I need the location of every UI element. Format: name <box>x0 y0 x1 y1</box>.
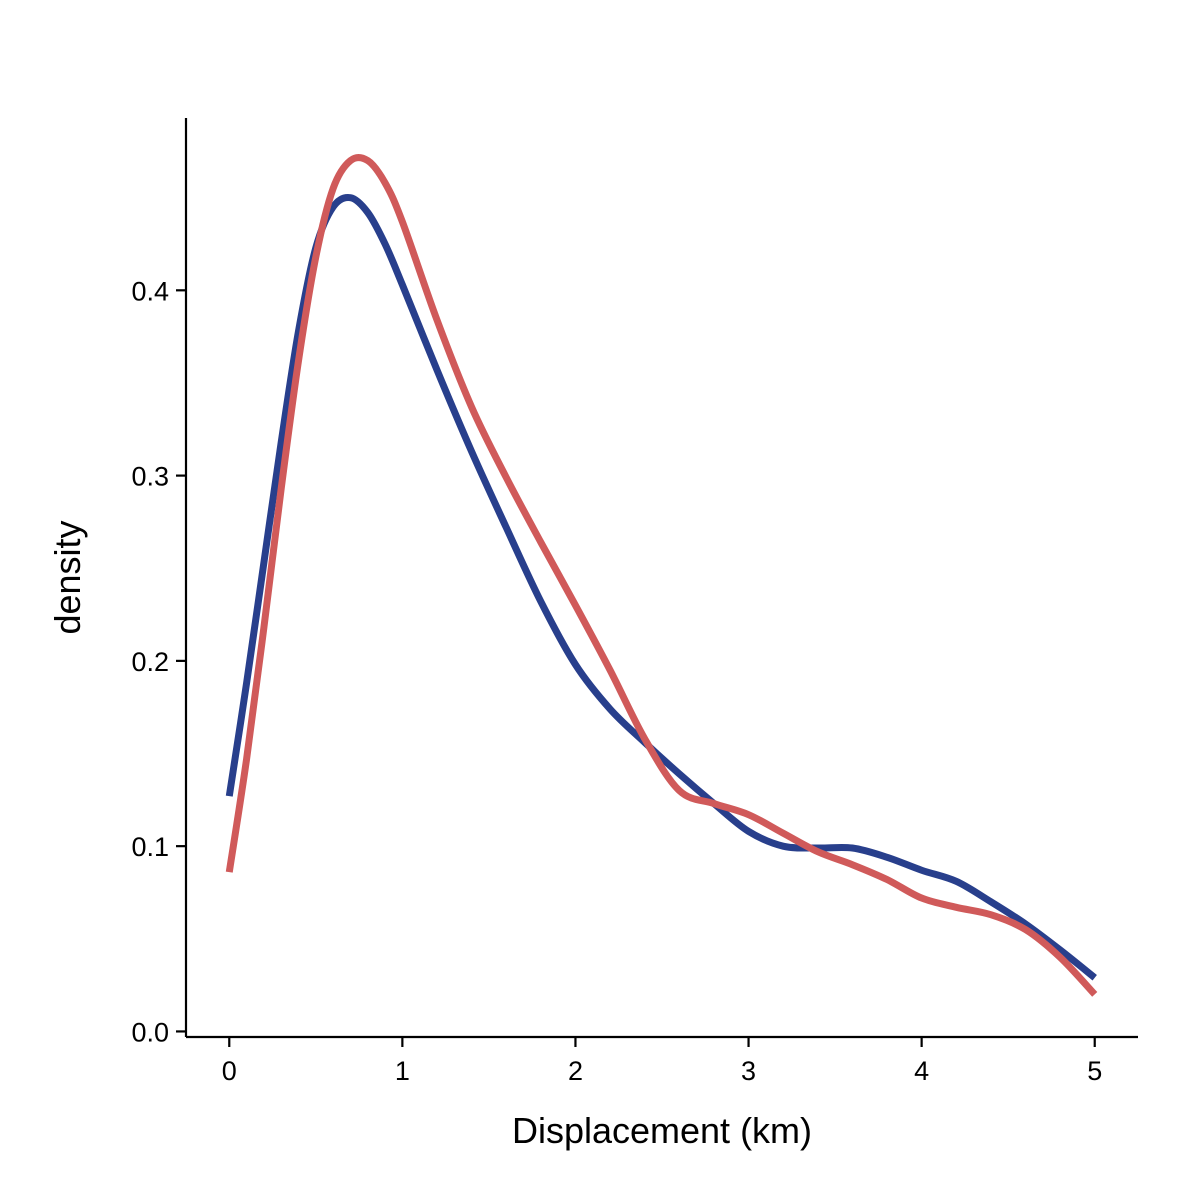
y-tick-label: 0.1 <box>131 832 169 862</box>
x-tick-label: 5 <box>1087 1056 1102 1086</box>
series-layer <box>225 153 1098 997</box>
x-tick-label: 3 <box>741 1056 756 1086</box>
axes-layer <box>184 118 1138 1039</box>
y-axis-title: density <box>47 520 88 634</box>
density-line-2 <box>225 153 1098 997</box>
y-tick-label: 0.0 <box>131 1017 169 1047</box>
density-line-1 <box>225 193 1097 981</box>
x-tick-label: 1 <box>395 1056 410 1086</box>
y-axis-ticks: 0.0 0.1 0.2 0.3 0.4 <box>131 276 186 1047</box>
x-axis-ticks: 0 1 2 3 4 5 <box>222 1037 1102 1086</box>
x-tick-label: 0 <box>222 1056 237 1086</box>
x-tick-label: 4 <box>914 1056 929 1086</box>
x-axis-title: Displacement (km) <box>512 1110 812 1151</box>
y-tick-label: 0.2 <box>131 647 169 677</box>
y-tick-label: 0.3 <box>131 462 169 492</box>
x-tick-label: 2 <box>568 1056 583 1086</box>
y-tick-label: 0.4 <box>131 276 169 306</box>
